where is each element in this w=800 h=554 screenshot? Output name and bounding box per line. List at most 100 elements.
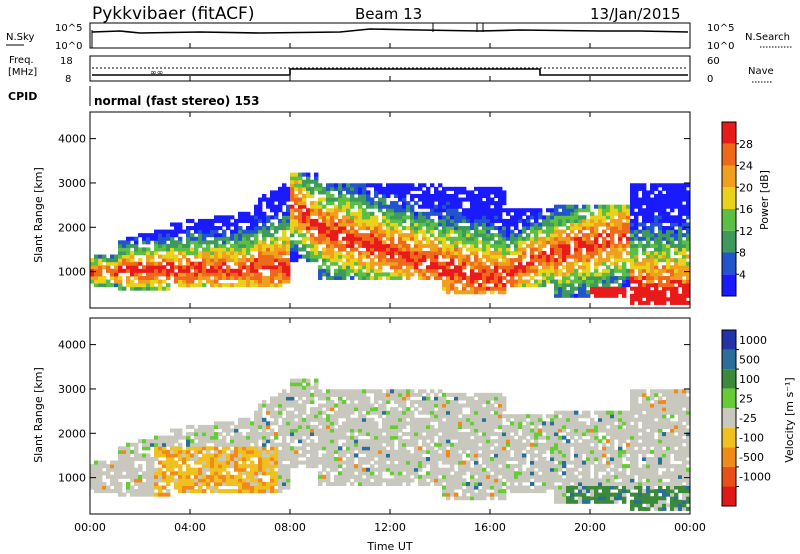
- power-cell: [654, 183, 659, 188]
- velocity-cell: [362, 428, 367, 433]
- velocity-cell: [278, 403, 283, 408]
- velocity-cell: [270, 410, 275, 415]
- velocity-cell: [494, 432, 499, 437]
- power-cell: [374, 193, 379, 199]
- power-cell: [258, 201, 263, 206]
- velocity-cell: [426, 442, 431, 447]
- velocity-cell: [194, 428, 199, 433]
- velocity-cell: [386, 392, 391, 397]
- power-cell: [574, 240, 579, 245]
- velocity-cell: [378, 474, 383, 479]
- power-cell: [462, 215, 467, 220]
- velocity-cell: [306, 435, 311, 440]
- velocity-cell: [290, 456, 295, 462]
- velocity-cell: [410, 435, 415, 440]
- power-cell: [230, 268, 235, 273]
- power-cell: [398, 215, 403, 220]
- velocity-cell: [498, 439, 503, 444]
- velocity-cell: [410, 456, 415, 462]
- power-cell: [642, 290, 647, 295]
- power-cell: [338, 229, 343, 234]
- velocity-cell: [418, 403, 423, 408]
- velocity-cell: [434, 464, 439, 469]
- power-cell: [370, 247, 375, 252]
- power-cell: [194, 261, 199, 266]
- velocity-cell: [238, 489, 243, 494]
- power-cell: [566, 236, 571, 241]
- velocity-cell: [98, 489, 103, 494]
- power-cell: [658, 275, 663, 280]
- power-cell: [206, 261, 211, 266]
- velocity-cell: [494, 396, 499, 401]
- velocity-cell: [366, 428, 371, 433]
- velocity-cell: [282, 424, 287, 429]
- velocity-cell: [278, 471, 283, 476]
- velocity-cell: [314, 417, 319, 422]
- velocity-cell: [418, 474, 423, 479]
- power-cell: [518, 268, 523, 273]
- velocity-cell: [390, 432, 395, 437]
- power-cell: [182, 272, 187, 277]
- power-cell: [394, 275, 399, 280]
- power-cell: [330, 208, 335, 213]
- power-cell: [110, 258, 115, 263]
- power-cell: [286, 208, 291, 213]
- velocity-cell: [198, 460, 203, 465]
- velocity-cell: [166, 435, 171, 440]
- power-cell: [638, 272, 643, 277]
- power-cell: [410, 258, 415, 263]
- power-cell: [254, 204, 259, 209]
- velocity-cell: [298, 460, 303, 465]
- velocity-cell: [486, 439, 491, 444]
- power-cell: [494, 247, 499, 252]
- velocity-cell: [450, 414, 455, 419]
- velocity-cell: [426, 449, 431, 454]
- power-cell: [422, 250, 427, 256]
- power-cell: [562, 215, 567, 220]
- velocity-cell: [486, 492, 491, 497]
- power-cell: [386, 222, 391, 227]
- power-cell: [462, 265, 467, 270]
- power-cell: [634, 236, 639, 241]
- power-cell: [234, 233, 239, 238]
- velocity-cell: [162, 453, 167, 458]
- velocity-cell: [370, 421, 375, 426]
- velocity-cell: [294, 385, 299, 390]
- power-cell: [670, 279, 675, 284]
- power-cell: [630, 258, 635, 263]
- power-cell: [182, 247, 187, 252]
- velocity-cell: [94, 471, 99, 476]
- power-cell: [614, 286, 619, 291]
- power-cell: [506, 258, 511, 263]
- power-cell: [402, 208, 407, 213]
- power-cell: [286, 222, 291, 227]
- velocity-cell: [178, 474, 183, 479]
- power-cell: [658, 204, 663, 209]
- power-cell: [478, 275, 483, 280]
- velocity-cell: [314, 424, 319, 429]
- velocity-cell: [418, 435, 423, 440]
- power-cell: [410, 222, 415, 227]
- velocity-cell: [146, 474, 151, 479]
- velocity-cell: [394, 432, 399, 437]
- velocity-cell: [442, 435, 447, 440]
- power-cell: [590, 226, 595, 231]
- power-cell: [394, 215, 399, 220]
- power-cell: [382, 215, 387, 220]
- power-cell: [494, 272, 499, 277]
- power-cell: [678, 300, 683, 305]
- velocity-cell: [270, 481, 275, 486]
- velocity-cell: [486, 478, 491, 483]
- power-cell: [446, 265, 451, 270]
- power-cell: [486, 208, 491, 213]
- velocity-cell: [350, 403, 355, 408]
- power-cell: [330, 275, 335, 280]
- velocity-cell: [266, 460, 271, 465]
- velocity-cell: [190, 446, 195, 451]
- power-cell: [550, 240, 555, 245]
- power-cell: [674, 250, 679, 256]
- power-cell: [98, 268, 103, 273]
- velocity-cell: [454, 460, 459, 465]
- velocity-cell: [194, 460, 199, 465]
- power-cell: [498, 233, 503, 238]
